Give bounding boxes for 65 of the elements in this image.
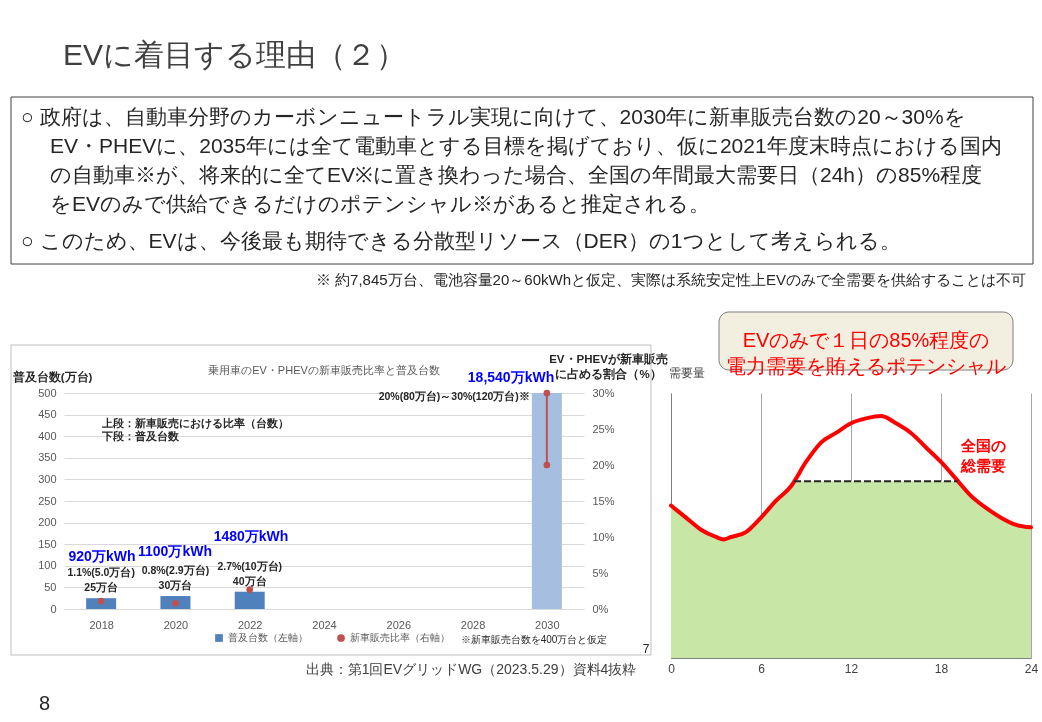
y2-tick-label: 25% (592, 422, 615, 435)
annotation: 920万kWh (68, 548, 136, 564)
text: EVに着目する理由（２） (63, 38, 407, 71)
text: EVのみで１日の85%程度の電力需要を賄えるポテンシャル (726, 329, 1006, 377)
text: ○ 政府は、自動車分野のカーボンニュートラル実現に向けて、2030年に新車販売台数の20～30%を (21, 105, 966, 128)
y2-tick-label: 10% (592, 530, 615, 543)
text: 8 (39, 692, 51, 714)
annotation: 1100万kWh (138, 543, 212, 559)
y-tick-label: 350 (38, 451, 57, 464)
y-tick-label: 0 (50, 602, 57, 615)
x-tick-label: 0 (668, 661, 676, 676)
y-tick-label: 300 (38, 472, 57, 485)
text: EV・PHEVに、2035年には全て電動車とする目標を掲げており、仮に2021年度末時点における国内 (50, 134, 1002, 157)
y-tick-label: 450 (38, 408, 57, 421)
data-label: 40万台 (232, 574, 267, 587)
series-label: 全国の総需要 (959, 436, 1006, 474)
x-tick-label: 24 (1024, 661, 1039, 676)
y-tick-label: 200 (38, 516, 57, 529)
bar (160, 596, 191, 609)
annotation: 下段：普及台数 (101, 430, 180, 442)
data-label: 20%(80万台)～30%(120万台)※ (378, 390, 530, 402)
data-label: 30万台 (158, 579, 193, 592)
x-tick-label: 18 (934, 661, 949, 676)
y-axis-title: 需要量 (668, 365, 705, 380)
text: ※ 約7,845万台、電池容量20～60kWhと仮定、実際は系統安定性上EVのみで全需要を供給することは不可 (315, 271, 1026, 288)
y2-tick-label: 20% (592, 458, 615, 471)
data-label: 0.8%(2.9万台) (141, 564, 210, 577)
legend-label: 新車販売比率（右軸） (350, 632, 450, 643)
annotation: 上段：新車販売における比率（台数） (101, 417, 289, 430)
x-tick-label: 2026 (386, 618, 412, 631)
bar (234, 591, 265, 609)
y-tick-label: 400 (38, 429, 57, 442)
x-tick-label: 2024 (312, 618, 337, 631)
data-label: 1.1%(5.0万台) (67, 566, 135, 579)
y-tick-label: 50 (44, 580, 57, 593)
source-note: 出典：第1回EVグリッドWG（2023.5.29）資料4抜粋 (305, 661, 637, 677)
x-tick-label: 12 (844, 661, 859, 676)
y-tick-label: 250 (38, 494, 57, 507)
text: ※新車販売台数を400万台と仮定 (460, 634, 608, 645)
y2-tick-label: 5% (592, 566, 609, 579)
legend-label: 普及台数（左軸） (228, 632, 308, 643)
chart-title: 乗用車のEV・PHEVの新車販売比率と普及台数 (208, 364, 440, 376)
point (543, 389, 551, 397)
y2-tick-label: 30% (592, 386, 615, 399)
y-axis-title: 普及台数(万台) (11, 369, 93, 384)
x-tick-label: 2022 (237, 618, 263, 631)
x-tick-label: 6 (758, 661, 766, 676)
x-tick-label: 2030 (535, 618, 560, 631)
text: をEVのみで供給できるだけのポテンシャル※があると推定される。 (50, 192, 711, 215)
y-tick-label: 150 (38, 537, 57, 550)
y-tick-label: 500 (38, 386, 57, 399)
y2-tick-label: 0% (592, 602, 609, 615)
data-label: 2.7%(10万台) (217, 559, 283, 572)
data-label: 25万台 (84, 581, 118, 594)
x-tick-label: 2020 (163, 618, 189, 631)
x-tick-label: 2028 (460, 618, 486, 631)
text: の自動車※が、将来的に全てEV※に置き換わった場合、全国の年間最大需要日（24h）の85%程度 (50, 163, 983, 186)
x-tick-label: 2018 (89, 618, 114, 631)
y2-tick-label: 15% (592, 494, 615, 507)
text: 7 (642, 642, 650, 656)
y-tick-label: 100 (38, 559, 57, 572)
point (543, 461, 551, 469)
text: ○ このため、EVは、今後最も期待できる分散型リソース（DER）の1つとして考えられる。 (21, 229, 901, 252)
bar (531, 393, 562, 609)
annotation: 1480万kWh (213, 528, 289, 544)
